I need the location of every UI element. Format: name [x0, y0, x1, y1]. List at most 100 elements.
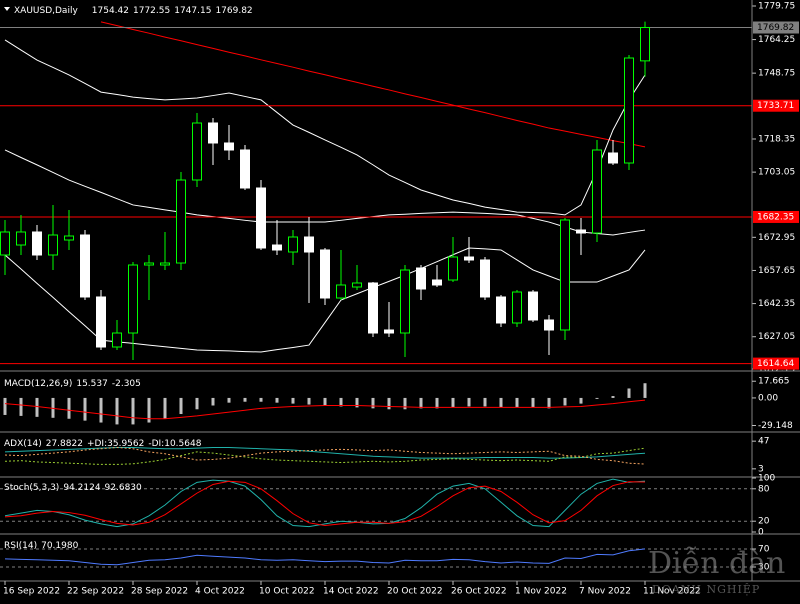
y-tick-label: 80 [758, 484, 770, 494]
overlay-line [4, 149, 646, 236]
y-tick-label: 1748.75 [758, 69, 795, 79]
y-tick-label: 1672.95 [758, 233, 795, 243]
candle-body [512, 291, 522, 324]
candle-body [64, 235, 74, 241]
candle-body [608, 152, 618, 164]
indicator-line [4, 480, 646, 527]
overlay-line [4, 247, 646, 353]
indicator-line [4, 446, 646, 465]
price-tag-label: 1682.35 [757, 212, 794, 222]
header-text: -2.305 [112, 379, 141, 389]
price-tag [753, 210, 799, 223]
macd-bar [643, 383, 647, 398]
indicator-panels [0, 383, 752, 568]
overlay-line [100, 21, 646, 148]
x-tick-label: 16 Sep 2022 [3, 587, 60, 597]
macd-bar [627, 388, 631, 398]
macd-bar [531, 397, 535, 408]
candle-body [112, 332, 122, 348]
macd-bar [83, 397, 87, 421]
header-text: 1754.42 [92, 6, 129, 16]
macd-bar [387, 397, 391, 410]
indicator-line [4, 548, 646, 566]
header-text: 35.9562 [107, 439, 144, 449]
y-tick-label: 1764.25 [758, 35, 795, 45]
macd-bar [563, 397, 567, 406]
price-tag-label: 1769.82 [757, 23, 794, 33]
macd-bar [483, 397, 487, 407]
macd-bar [275, 397, 279, 403]
candle-body [496, 296, 506, 324]
header-text: -DI: [148, 439, 164, 449]
candle-body [304, 236, 314, 253]
y-tick-label: 1642.35 [758, 299, 795, 309]
y-tick-label: 30 [758, 562, 770, 572]
indicator-line [4, 478, 646, 528]
candle-body [224, 142, 234, 151]
candle-body [208, 122, 218, 144]
candle-body [32, 231, 42, 256]
watermark: DOANH NGHIỆP [652, 582, 760, 596]
macd-bar [547, 397, 551, 409]
header-text: 70.1980 [41, 541, 78, 551]
macd-bar [211, 397, 215, 406]
macd-bar [579, 397, 583, 404]
candle-body [96, 296, 106, 348]
chart-header: XAUUSD,Daily 1754.42 1772.55 1747.15 1769.82 [14, 6, 253, 16]
y-tick-label: 70 [758, 545, 770, 555]
macd-bar [291, 397, 295, 404]
header-text: 94.2124 [63, 483, 100, 493]
macd-bar [115, 397, 119, 425]
y-tick-label: 3 [758, 464, 764, 474]
header-text: ADX(14) [4, 439, 42, 449]
macd-bar [131, 397, 135, 425]
macd-bar [467, 397, 471, 407]
y-tick-label: 100 [758, 474, 775, 484]
macd-bar [403, 397, 407, 410]
header-text: 27.8822 [46, 439, 83, 449]
header-text: XAUUSD,Daily [14, 6, 78, 16]
header-text: 10.5648 [164, 439, 201, 449]
macd-bar [147, 397, 151, 423]
y-tick-label: -29.148 [758, 421, 793, 431]
macd-bar [179, 397, 183, 415]
macd-bar [355, 397, 359, 408]
watermark: Diễn đàn [648, 546, 785, 581]
candle-body [256, 187, 266, 249]
header-text: MACD(12,26,9) [4, 379, 72, 389]
candle-body [352, 282, 362, 288]
candle-body [176, 179, 186, 264]
macd-bar [163, 397, 167, 419]
macd-bar [227, 397, 231, 403]
macd-bar [323, 397, 327, 406]
price-tag [753, 357, 799, 370]
macd-bar [99, 397, 103, 423]
macd-bar [499, 397, 503, 408]
indicator-header: MACD(12,26,9) 15.537 -2.305 [4, 379, 141, 389]
candle-body [48, 234, 58, 256]
x-tick-label: 11 Nov 2022 [643, 587, 701, 597]
macd-bar [339, 397, 343, 407]
candle-body [272, 244, 282, 251]
header-text: 92.6830 [105, 483, 142, 493]
candle-body [592, 149, 602, 234]
macd-bar [595, 397, 599, 399]
macd-bar [611, 396, 615, 398]
x-tick-label: 14 Oct 2022 [323, 587, 379, 597]
macd-bar [243, 397, 247, 402]
header-text: 1772.55 [133, 6, 170, 16]
candle-body [640, 27, 650, 62]
macd-bar [371, 397, 375, 409]
y-tick-label: 1718.35 [758, 134, 795, 144]
macd-bar [259, 397, 263, 402]
y-tick-label: 1703.05 [758, 168, 795, 178]
candle-body [192, 122, 202, 181]
x-tick-label: 10 Oct 2022 [259, 587, 315, 597]
x-tick-label: 28 Sep 2022 [131, 587, 188, 597]
candle-body [144, 262, 154, 266]
header-text: Stoch(5,3,3) [4, 483, 59, 493]
macd-bar [419, 397, 423, 409]
candle-body [320, 249, 330, 299]
